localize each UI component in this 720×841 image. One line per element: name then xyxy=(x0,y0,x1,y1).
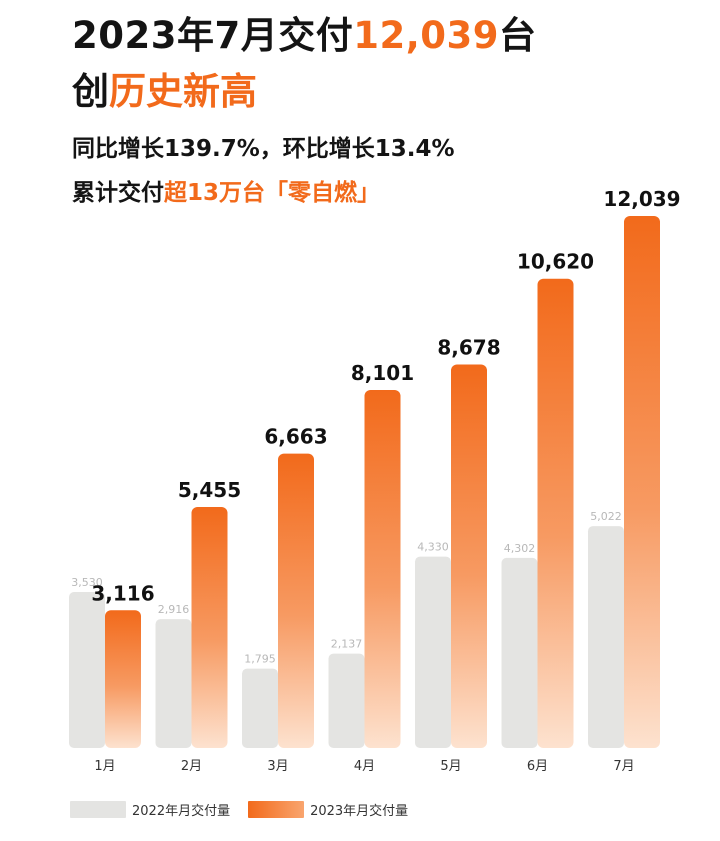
bar-2023-6 xyxy=(537,278,574,748)
title-highlight-number: 12,039 xyxy=(353,14,500,57)
title-suffix: 台 xyxy=(499,14,537,57)
label-2023-3: 6,663 xyxy=(264,425,327,449)
x-tick-2: 2月 xyxy=(181,759,202,774)
record-prefix: 创 xyxy=(72,70,109,113)
bar-2022-4 xyxy=(328,653,365,748)
legend-swatch-2022 xyxy=(70,801,126,818)
legend-label-2023: 2023年月交付量 xyxy=(310,804,409,819)
chart-legend: 2022年月交付量 2023年月交付量 xyxy=(70,800,426,819)
legend-label-2022: 2022年月交付量 xyxy=(132,804,231,819)
legend-item-2022: 2022年月交付量 xyxy=(70,800,230,819)
x-tick-3: 3月 xyxy=(267,759,288,774)
legend-item-2023: 2023年月交付量 xyxy=(248,800,408,819)
bar-2022-6 xyxy=(501,557,538,748)
headline-growth: 同比增长139.7%，环比增长13.4% xyxy=(72,136,455,162)
bar-2022-2 xyxy=(155,619,192,748)
bar-2022-5 xyxy=(415,556,451,748)
x-tick-1: 1月 xyxy=(94,759,115,774)
bar-2022-1 xyxy=(69,592,105,748)
bar-2022-7 xyxy=(588,526,624,748)
x-tick-5: 5月 xyxy=(440,759,461,774)
label-2022-3: 1,795 xyxy=(244,653,276,666)
bar-2023-4 xyxy=(364,390,401,748)
label-2023-7: 12,039 xyxy=(603,187,680,211)
label-2023-5: 8,678 xyxy=(437,336,500,360)
headline-title: 2023年7月交付12,039台 xyxy=(72,10,537,62)
headline: 2023年7月交付12,039台 创历史新高 同比增长139.7%，环比增长13… xyxy=(72,10,537,210)
label-2023-1: 3,116 xyxy=(91,581,154,605)
headline-cumulative: 累计交付超13万台「零自燃」 xyxy=(72,176,537,210)
cumulative-prefix: 累计交付 xyxy=(72,180,164,206)
record-highlight: 历史新高 xyxy=(109,70,257,113)
bar-2023-5 xyxy=(451,364,487,748)
label-2022-7: 5,022 xyxy=(590,510,622,523)
cumulative-highlight: 超13万台「零自燃」 xyxy=(164,180,381,206)
label-2022-6: 4,302 xyxy=(504,542,536,555)
bar-2022-3 xyxy=(242,668,278,748)
bar-2023-2 xyxy=(191,506,228,748)
label-2022-2: 2,916 xyxy=(158,603,190,616)
bar-2023-1 xyxy=(105,610,141,748)
x-tick-7: 7月 xyxy=(613,759,634,774)
x-tick-6: 6月 xyxy=(527,759,548,774)
label-2023-4: 8,101 xyxy=(351,361,414,385)
label-2022-1: 3,530 xyxy=(71,576,103,589)
label-2022-4: 2,137 xyxy=(331,638,363,651)
bar-2023-3 xyxy=(278,453,314,748)
x-tick-4: 4月 xyxy=(354,759,375,774)
label-2022-5: 4,330 xyxy=(417,541,449,554)
legend-swatch-2023 xyxy=(248,801,305,818)
bar-2023-7 xyxy=(624,216,660,748)
label-2023-2: 5,455 xyxy=(178,478,241,502)
headline-record: 创历史新高 xyxy=(72,66,537,118)
title-prefix: 2023年7月交付 xyxy=(72,14,354,57)
label-2023-6: 10,620 xyxy=(517,250,594,274)
